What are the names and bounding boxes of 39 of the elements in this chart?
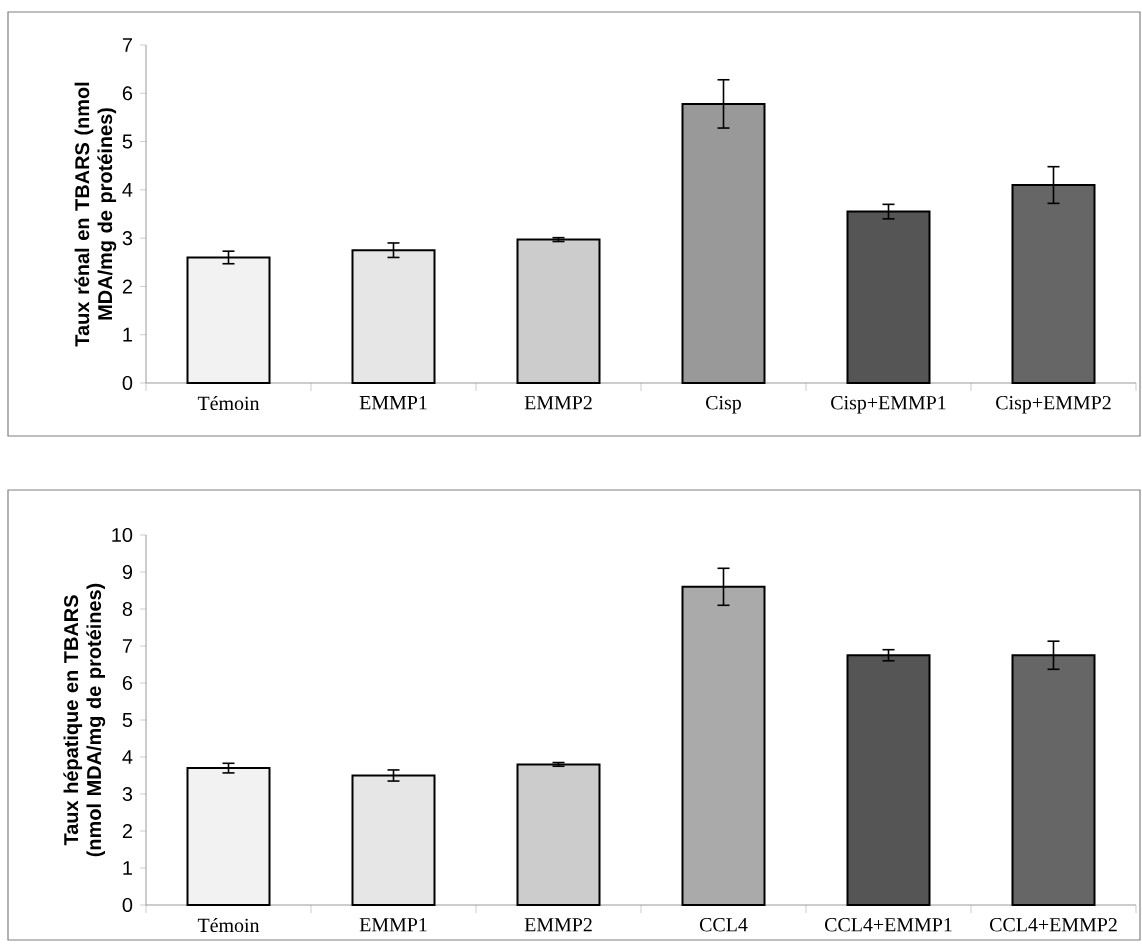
x-tick-label: Cisp+EMMP2 (996, 396, 1111, 414)
x-tick-label: Cisp+EMMP1 (831, 396, 946, 414)
bar (351, 774, 436, 906)
x-tick-label: Témoin (197, 918, 260, 933)
x-tick-label: Témoin (197, 396, 260, 411)
y-tick-label: 10 (112, 527, 133, 543)
y-tick-label: 4 (122, 750, 133, 764)
x-tick-label: EMMP1 (359, 918, 427, 932)
y-tick-label: 7 (122, 38, 132, 52)
y-tick-label: 2 (122, 279, 132, 294)
x-tick-label: CCL4 (699, 918, 748, 932)
bar (846, 654, 931, 906)
y-tick-label: 0 (122, 375, 133, 391)
y-tick-label: 6 (122, 86, 133, 101)
x-tick-label: Cisp (706, 396, 741, 414)
y-axis-title: Taux rénal en TBARS (nmol MDA/mg de protéines) (74, 82, 117, 347)
bar (516, 763, 601, 906)
x-tick-label: EMMP2 (524, 918, 592, 932)
y-tick-label: 3 (122, 786, 133, 802)
y-tick-label: 2 (122, 824, 132, 838)
bar (186, 767, 271, 906)
y-tick-label: 5 (122, 713, 133, 727)
y-tick-label: 6 (122, 675, 133, 691)
y-tick-label: 1 (123, 327, 132, 342)
x-tick-label: CCL4+EMMP1 (825, 918, 952, 932)
y-tick-label: 0 (122, 897, 133, 913)
y-tick-label: 3 (122, 231, 133, 246)
x-tick-label: EMMP2 (524, 396, 592, 410)
y-tick-label: 1 (123, 861, 132, 875)
y-axis-title: Taux hépatique en TBARS (nmol MDA/mg de protéines) (63, 583, 106, 857)
bar (186, 256, 271, 384)
y-tick-label: 7 (122, 639, 132, 653)
bar (516, 238, 601, 384)
x-tick-label: EMMP1 (359, 396, 427, 410)
x-tick-label: CCL4+EMMP2 (990, 918, 1117, 932)
y-tick-label: 5 (122, 134, 133, 149)
y-tick-label: 4 (122, 182, 133, 197)
y-tick-label: 8 (122, 601, 133, 617)
y-tick-label: 9 (122, 564, 133, 580)
